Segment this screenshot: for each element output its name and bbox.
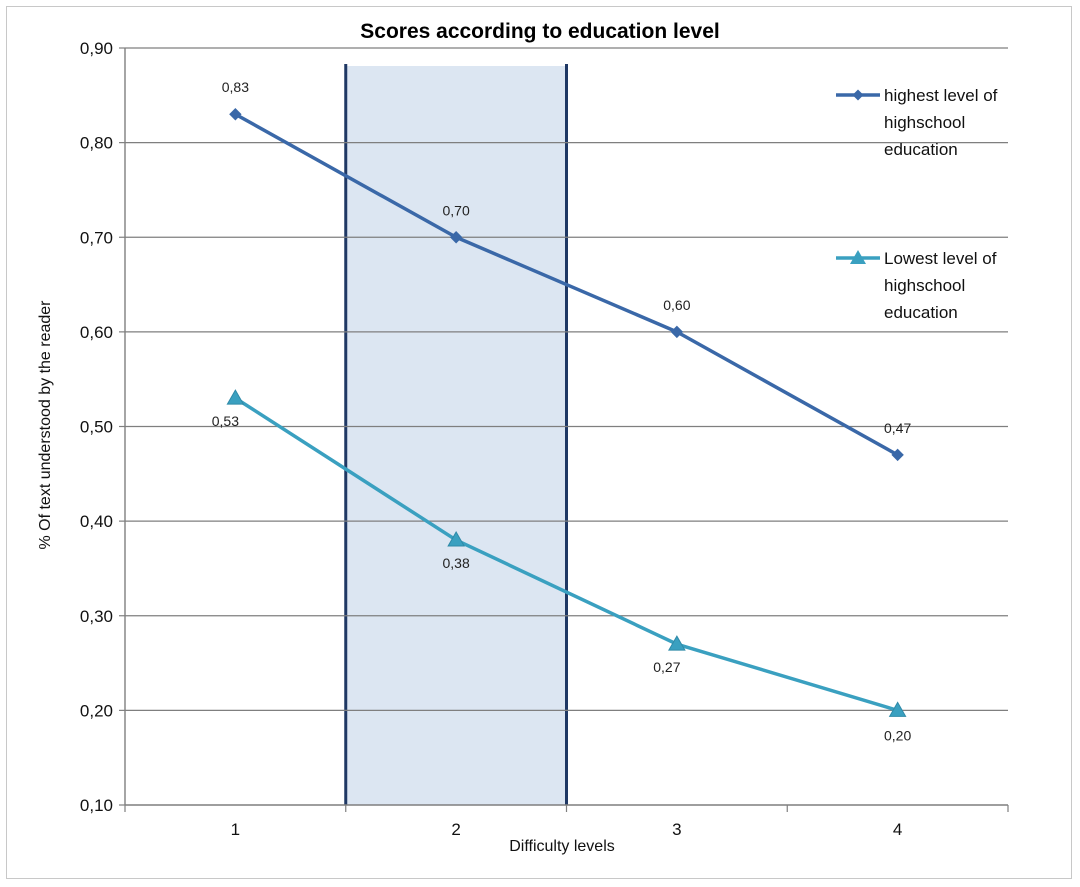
- x-tick-label: 3: [672, 820, 681, 839]
- data-label: 0,53: [212, 413, 239, 429]
- data-label: 0,83: [222, 79, 249, 95]
- y-tick-label: 0,30: [80, 607, 113, 626]
- legend-label: highest level of: [884, 86, 998, 105]
- y-tick-label: 0,70: [80, 228, 113, 247]
- highlight-band-layer: [344, 64, 568, 805]
- data-labels: 0,83 0,70 0,60 0,47 0,53 0,38 0,27 0,20: [212, 79, 912, 743]
- x-tick-label: 1: [231, 820, 240, 839]
- legend-label: highschool: [884, 113, 965, 132]
- data-point-marker: [447, 531, 465, 547]
- legend: highest level of highschool education Lowes…: [836, 86, 998, 322]
- gridlines: [125, 47, 1008, 711]
- y-tick-label: 0,10: [80, 796, 113, 815]
- data-label: 0,20: [884, 727, 911, 743]
- chart-title: Scores according to education level: [360, 20, 719, 43]
- legend-label: education: [884, 140, 958, 159]
- data-point-marker: [229, 108, 242, 121]
- legend-label: education: [884, 303, 958, 322]
- highlight-band: [345, 66, 567, 805]
- data-point-marker: [670, 325, 684, 339]
- y-axis-title: % Of text understood by the reader: [37, 300, 54, 550]
- y-tick-label: 0,60: [80, 323, 113, 342]
- data-label: 0,38: [443, 555, 470, 571]
- legend-marker: [850, 250, 866, 264]
- legend-label: highschool: [884, 276, 965, 295]
- data-point-marker: [668, 635, 686, 651]
- data-point-marker: [449, 231, 463, 244]
- legend-marker: [852, 89, 864, 101]
- series-line: [234, 112, 899, 457]
- data-point-marker: [226, 389, 245, 405]
- data-point-marker: [888, 701, 907, 717]
- y-tick-label: 0,20: [80, 701, 113, 720]
- y-tick-label: 0,80: [80, 134, 113, 153]
- y-tick-label: 0,40: [80, 512, 113, 531]
- y-tick-label: 0,90: [80, 39, 113, 58]
- data-label: 0,47: [884, 420, 911, 436]
- axes: 0,10 0,20 0,30 0,40 0,50 0,60 0,70 0,80 0,90 1 2 3 4: [80, 39, 1009, 839]
- legend-label: Lowest level of: [884, 249, 997, 268]
- data-label: 0,70: [443, 202, 470, 218]
- data-label: 0,60: [663, 297, 690, 313]
- x-tick-label: 4: [893, 820, 902, 839]
- x-axis-title: Difficulty levels: [509, 838, 615, 855]
- series-layer: [226, 108, 907, 717]
- y-tick-label: 0,50: [80, 418, 113, 437]
- series-line: [234, 396, 899, 713]
- data-point-marker: [891, 448, 904, 462]
- x-tick-label: 2: [451, 820, 460, 839]
- data-label: 0,27: [653, 659, 680, 675]
